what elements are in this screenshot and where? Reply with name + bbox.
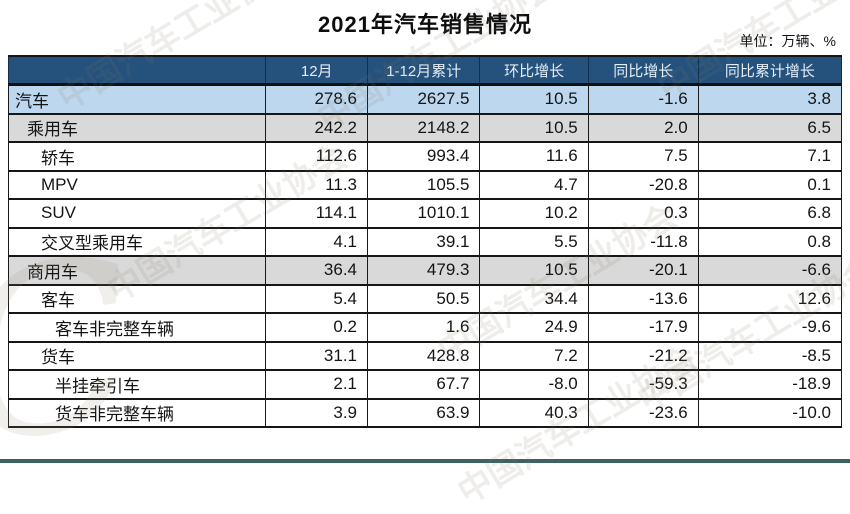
value-cell: 105.5: [367, 169, 481, 200]
value-cell: 31.1: [265, 340, 369, 371]
value-cell: 242.2: [265, 112, 369, 143]
table-row: 客车非完整车辆 0.2 1.6 24.9 -17.9 -9.6: [7, 312, 843, 343]
value-cell: 10.5: [479, 255, 589, 286]
row-label: 半挂牵引车: [7, 369, 267, 400]
value-cell: 428.8: [367, 340, 481, 371]
value-cell: 12.6: [697, 283, 843, 314]
value-cell: 0.3: [587, 198, 699, 229]
value-cell: -20.1: [587, 255, 699, 286]
row-label: MPV: [7, 169, 267, 200]
unit-label: 单位：万辆、%: [739, 33, 836, 49]
value-cell: 1010.1: [367, 198, 481, 229]
value-cell: 0.2: [265, 312, 369, 343]
value-cell: 67.7: [367, 369, 481, 400]
value-cell: -1.6: [587, 83, 699, 115]
value-cell: -21.2: [587, 340, 699, 371]
value-cell: 40.3: [479, 397, 589, 428]
value-cell: -8.0: [479, 369, 589, 400]
value-cell: 0.1: [697, 169, 843, 200]
value-cell: 2.0: [587, 112, 699, 143]
value-cell: 2.1: [265, 369, 369, 400]
value-cell: 6.5: [697, 112, 843, 143]
value-cell: -18.9: [697, 369, 843, 400]
value-cell: 34.4: [479, 283, 589, 314]
row-label: 货车: [7, 340, 267, 371]
value-cell: 11.6: [479, 141, 589, 172]
column-header-cumulative: 1-12月累计: [367, 55, 481, 86]
value-cell: 3.8: [697, 83, 843, 115]
value-cell: -59.3: [587, 369, 699, 400]
value-cell: 278.6: [265, 83, 369, 115]
table-row: 商用车 36.4 479.3 10.5 -20.1 -6.6: [7, 255, 843, 286]
value-cell: -9.6: [697, 312, 843, 343]
value-cell: 10.5: [479, 83, 589, 115]
table-row: 乘用车 242.2 2148.2 10.5 2.0 6.5: [7, 112, 843, 143]
value-cell: 50.5: [367, 283, 481, 314]
value-cell: 0.8: [697, 226, 843, 257]
value-cell: 2148.2: [367, 112, 481, 143]
value-cell: 6.8: [697, 198, 843, 229]
row-label: 轿车: [7, 141, 267, 172]
value-cell: 36.4: [265, 255, 369, 286]
value-cell: 24.9: [479, 312, 589, 343]
sales-table: 12月 1-12月累计 环比增长 同比增长 同比累计增长 汽车 278.6 26…: [7, 55, 843, 428]
table-row: 汽车 278.6 2627.5 10.5 -1.6 3.8: [7, 83, 843, 115]
column-header-mom-growth: 环比增长: [479, 55, 589, 86]
value-cell: -13.6: [587, 283, 699, 314]
table-row: 客车 5.4 50.5 34.4 -13.6 12.6: [7, 283, 843, 314]
value-cell: 10.5: [479, 112, 589, 143]
value-cell: -11.8: [587, 226, 699, 257]
value-cell: 39.1: [367, 226, 481, 257]
value-cell: 993.4: [367, 141, 481, 172]
value-cell: 7.5: [587, 141, 699, 172]
row-label: 汽车: [7, 83, 267, 115]
row-label: 商用车: [7, 255, 267, 286]
row-label: 货车非完整车辆: [7, 397, 267, 428]
value-cell: 1.6: [367, 312, 481, 343]
header-row: 12月 1-12月累计 环比增长 同比增长 同比累计增长: [7, 55, 843, 86]
value-cell: 10.2: [479, 198, 589, 229]
page-title: 2021年汽车销售情况: [318, 12, 532, 37]
value-cell: 7.1: [697, 141, 843, 172]
value-cell: -17.9: [587, 312, 699, 343]
value-cell: 114.1: [265, 198, 369, 229]
value-cell: 2627.5: [367, 83, 481, 115]
value-cell: 5.4: [265, 283, 369, 314]
value-cell: -23.6: [587, 397, 699, 428]
value-cell: 4.1: [265, 226, 369, 257]
table-row: 货车非完整车辆 3.9 63.9 40.3 -23.6 -10.0: [7, 397, 843, 428]
value-cell: -8.5: [697, 340, 843, 371]
table-row: 货车 31.1 428.8 7.2 -21.2 -8.5: [7, 340, 843, 371]
value-cell: -6.6: [697, 255, 843, 286]
value-cell: 5.5: [479, 226, 589, 257]
column-header-category: [7, 55, 267, 86]
value-cell: -10.0: [697, 397, 843, 428]
row-label: SUV: [7, 198, 267, 229]
value-cell: -20.8: [587, 169, 699, 200]
value-cell: 63.9: [367, 397, 481, 428]
value-cell: 3.9: [265, 397, 369, 428]
value-cell: 11.3: [265, 169, 369, 200]
value-cell: 7.2: [479, 340, 589, 371]
column-header-december: 12月: [265, 55, 369, 86]
table-row: 半挂牵引车 2.1 67.7 -8.0 -59.3 -18.9: [7, 369, 843, 400]
table-row: SUV 114.1 1010.1 10.2 0.3 6.8: [7, 198, 843, 229]
column-header-yoy-cumulative-growth: 同比累计增长: [697, 55, 843, 86]
value-cell: 4.7: [479, 169, 589, 200]
column-header-yoy-growth: 同比增长: [587, 55, 699, 86]
bottom-accent-bar: [0, 459, 850, 463]
table-row: 轿车 112.6 993.4 11.6 7.5 7.1: [7, 141, 843, 172]
value-cell: 479.3: [367, 255, 481, 286]
row-label: 乘用车: [7, 112, 267, 143]
row-label: 客车非完整车辆: [7, 312, 267, 343]
table-row: 交叉型乘用车 4.1 39.1 5.5 -11.8 0.8: [7, 226, 843, 257]
value-cell: 112.6: [265, 141, 369, 172]
row-label: 交叉型乘用车: [7, 226, 267, 257]
table-row: MPV 11.3 105.5 4.7 -20.8 0.1: [7, 169, 843, 200]
row-label: 客车: [7, 283, 267, 314]
